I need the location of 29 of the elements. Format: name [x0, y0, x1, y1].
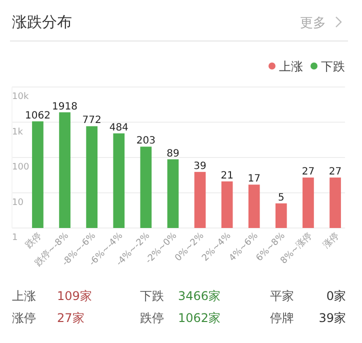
- text: 下跌 3466家: [140, 289, 221, 303]
- text: 涨停 27家: [12, 311, 84, 325]
- y-tick-label: 100: [12, 162, 30, 173]
- chart-title: 涨跌分布: [12, 13, 72, 31]
- text: 跌停 1062家: [140, 311, 221, 325]
- data-label: 1918: [52, 101, 78, 112]
- x-tick-label: 跌停: [23, 230, 44, 251]
- data-label: 27: [328, 166, 342, 178]
- text: 更多: [300, 16, 326, 31]
- data-label: 21: [220, 170, 234, 182]
- data-label: 772: [82, 115, 102, 126]
- text: 上涨 109家: [12, 289, 92, 303]
- data-label: 5: [278, 192, 284, 204]
- data-label: 484: [109, 122, 128, 134]
- data-label: 17: [248, 174, 260, 185]
- y-tick-label: 1: [12, 233, 18, 244]
- data-label: 27: [302, 166, 315, 178]
- data-label: 203: [136, 136, 156, 147]
- data-label: 1062: [25, 110, 50, 122]
- data-label: 89: [166, 148, 180, 160]
- y-tick-label: 10: [12, 198, 24, 208]
- y-tick-label: 1k: [12, 127, 24, 138]
- text: 平家 0家: [270, 289, 346, 303]
- y-tick-label: 10k: [12, 92, 30, 102]
- x-tick-label: 涨停: [320, 230, 342, 251]
- legend-label: 下跌: [321, 60, 345, 74]
- text: 停牌 39家: [270, 311, 346, 325]
- legend-label: 上涨: [279, 60, 303, 74]
- data-label: 39: [194, 160, 206, 172]
